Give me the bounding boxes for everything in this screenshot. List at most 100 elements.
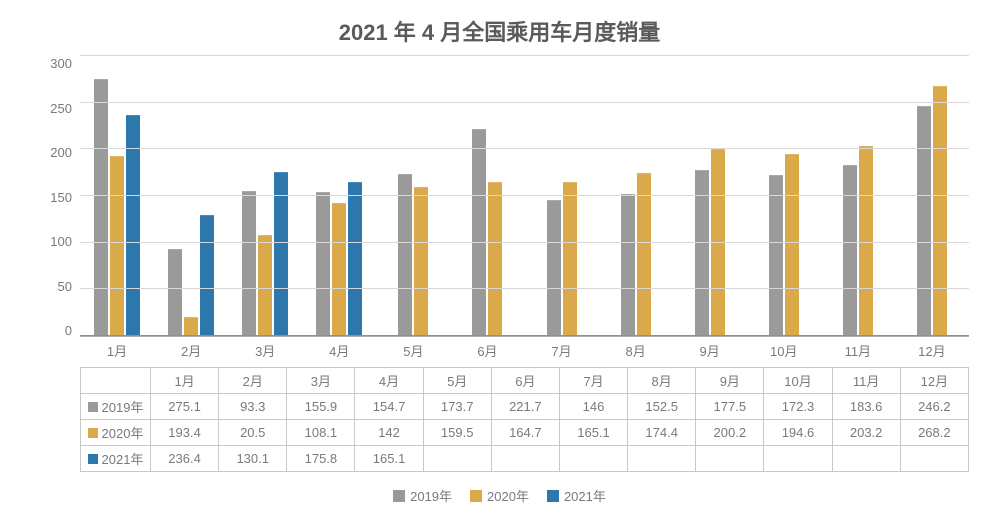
- month-column: 5月: [376, 57, 450, 336]
- bar: [168, 249, 182, 336]
- month-column: 1月: [80, 57, 154, 336]
- gridline: [80, 242, 969, 243]
- bar: [547, 200, 561, 336]
- plot-area: 300 250 200 150 100 50 0 1月2月3月4月5月6月7月8月9月10月…: [30, 57, 969, 337]
- bar: [242, 191, 256, 337]
- y-axis: 300 250 200 150 100 50 0: [30, 57, 80, 337]
- gridline: [80, 335, 969, 336]
- x-label: 2月: [154, 341, 228, 360]
- bar: [785, 154, 799, 336]
- table-cell: 194.6: [764, 420, 832, 446]
- table-header-cell: 2月: [219, 368, 287, 394]
- y-tick: 100: [50, 235, 72, 248]
- table-cell: 275.1: [151, 394, 219, 420]
- table-cell: 183.6: [832, 394, 900, 420]
- bar: [563, 182, 577, 336]
- legend: 2019年 2020年 2021年: [30, 486, 969, 505]
- gridline: [80, 102, 969, 103]
- table-header-cell: 1月: [151, 368, 219, 394]
- table-row: 2021年236.4130.1175.8165.1: [81, 446, 969, 472]
- series-name: 2019年: [102, 397, 144, 416]
- x-label: 3月: [228, 341, 302, 360]
- table-cell: 172.3: [764, 394, 832, 420]
- gridline: [80, 55, 969, 56]
- gridline: [80, 148, 969, 149]
- month-column: 8月: [599, 57, 673, 336]
- table-cell: 159.5: [423, 420, 491, 446]
- table-cell: 165.1: [355, 446, 423, 472]
- chart-container: 2021 年 4 月全国乘用车月度销量 300250200150100500 1…: [0, 0, 999, 530]
- table-header-cell: 3月: [287, 368, 355, 394]
- swatch-icon: [88, 402, 98, 412]
- swatch-icon: [88, 428, 98, 438]
- bar: [110, 156, 124, 337]
- swatch-icon: [88, 454, 98, 464]
- table-header-cell: 11月: [832, 368, 900, 394]
- table-cell: [628, 446, 696, 472]
- bar: [917, 106, 931, 336]
- table-cell: 193.4: [151, 420, 219, 446]
- y-tick: 250: [50, 102, 72, 115]
- table-corner: [81, 368, 151, 394]
- table-cell: 175.8: [287, 446, 355, 472]
- bar: [472, 129, 486, 336]
- x-label: 6月: [450, 341, 524, 360]
- table-cell: 174.4: [628, 420, 696, 446]
- legend-label: 2020年: [487, 486, 529, 505]
- table-cell: 268.2: [900, 420, 968, 446]
- legend-item: 2019年: [393, 486, 452, 505]
- bar: [769, 175, 783, 336]
- y-tick: 300: [50, 57, 72, 70]
- x-label: 7月: [524, 341, 598, 360]
- table-header-cell: 8月: [628, 368, 696, 394]
- gridline: [80, 288, 969, 289]
- table-cell: 203.2: [832, 420, 900, 446]
- table-cell: 173.7: [423, 394, 491, 420]
- month-column: 3月: [228, 57, 302, 336]
- x-label: 9月: [673, 341, 747, 360]
- table-cell: [423, 446, 491, 472]
- plot-wrap: 300 250 200 150 100 50 0 1月2月3月4月5月6月7月8月9月10月…: [30, 57, 969, 505]
- month-column: 4月: [302, 57, 376, 336]
- table-cell: 108.1: [287, 420, 355, 446]
- x-label: 8月: [599, 341, 673, 360]
- bar-groups: 1月2月3月4月5月6月7月8月9月10月11月12月: [80, 57, 969, 336]
- y-tick: 50: [58, 280, 72, 293]
- table-cell: 246.2: [900, 394, 968, 420]
- bar: [637, 173, 651, 336]
- table-cell: [559, 446, 627, 472]
- legend-item: 2020年: [470, 486, 529, 505]
- x-label: 11月: [821, 341, 895, 360]
- bar: [348, 182, 362, 336]
- table-cell: 221.7: [491, 394, 559, 420]
- table-cell: [764, 446, 832, 472]
- y-tick: 200: [50, 146, 72, 159]
- bar: [200, 215, 214, 336]
- table-cell: 20.5: [219, 420, 287, 446]
- legend-label: 2021年: [564, 486, 606, 505]
- x-label: 5月: [376, 341, 450, 360]
- legend-swatch-icon: [393, 490, 405, 502]
- bar: [332, 203, 346, 336]
- bar: [94, 79, 108, 336]
- table-cell: 165.1: [559, 420, 627, 446]
- bar: [621, 194, 635, 336]
- table-cell: [696, 446, 764, 472]
- table-row-head: 2019年: [81, 394, 151, 420]
- table-row: 2019年275.193.3155.9154.7173.7221.7146152…: [81, 394, 969, 420]
- table-cell: 146: [559, 394, 627, 420]
- month-column: 7月: [524, 57, 598, 336]
- month-column: 9月: [673, 57, 747, 336]
- table-header-cell: 12月: [900, 368, 968, 394]
- legend-item: 2021年: [547, 486, 606, 505]
- y-tick: 0: [65, 324, 72, 337]
- table-cell: 142: [355, 420, 423, 446]
- series-name: 2021年: [102, 449, 144, 468]
- table-cell: 177.5: [696, 394, 764, 420]
- y-tick: 150: [50, 191, 72, 204]
- table-cell: 152.5: [628, 394, 696, 420]
- table-cell: 200.2: [696, 420, 764, 446]
- table-cell: 164.7: [491, 420, 559, 446]
- x-label: 1月: [80, 341, 154, 360]
- table-row: 2020年193.420.5108.1142159.5164.7165.1174…: [81, 420, 969, 446]
